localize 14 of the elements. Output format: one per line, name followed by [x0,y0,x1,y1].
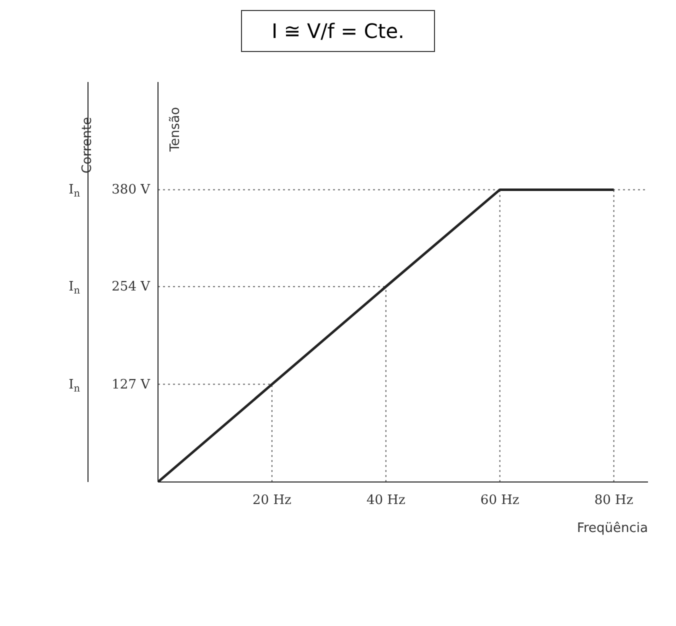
text: I$_{n}$ [68,377,81,394]
y-axis-title: Tensão [168,106,184,153]
chart-title: I ≅ V/f = Cte. [240,10,436,52]
x-tick-label: 80 Hz [594,493,634,508]
x-tick-label: 20 Hz [252,493,292,508]
text: I$_{n}$ [68,182,81,200]
x-tick-label: 60 Hz [480,493,520,508]
y-tick-label: 380 V [112,182,151,198]
y-tick-label: 127 V [112,377,151,392]
y-tick-label: 254 V [112,280,151,295]
text: I$_{n}$ [68,280,81,297]
x-tick-label: 40 Hz [366,493,406,508]
x-axis-title: Freqüência [576,521,648,536]
y2-axis-title: Corrente [80,117,96,174]
